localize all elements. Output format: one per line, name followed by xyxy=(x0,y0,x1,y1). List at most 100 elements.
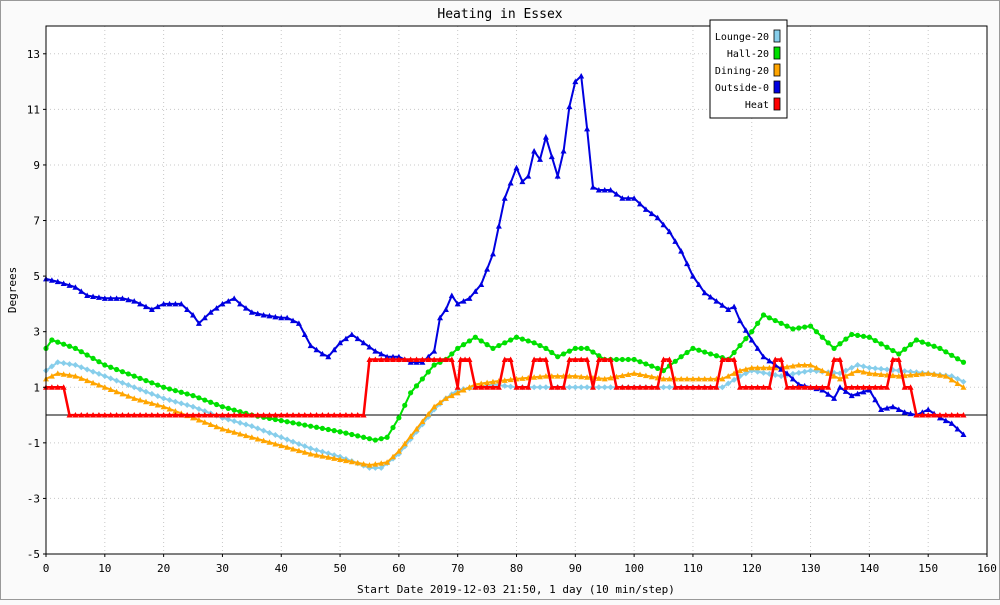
data-point xyxy=(154,402,161,408)
data-point xyxy=(743,336,749,342)
data-point xyxy=(907,410,914,417)
data-point xyxy=(337,456,344,463)
data-point xyxy=(307,450,314,457)
data-point xyxy=(466,356,473,362)
data-point xyxy=(607,374,614,381)
data-point xyxy=(531,374,538,380)
data-point xyxy=(854,384,861,390)
data-point xyxy=(72,284,79,290)
data-point xyxy=(907,342,914,348)
data-point xyxy=(754,384,761,390)
data-point xyxy=(295,440,302,447)
data-point xyxy=(789,384,796,390)
data-point xyxy=(457,356,464,362)
data-point xyxy=(231,418,238,425)
data-point xyxy=(360,460,367,467)
data-point xyxy=(60,280,67,287)
data-point xyxy=(190,393,196,399)
data-point xyxy=(825,384,832,390)
data-point xyxy=(555,354,561,360)
data-point xyxy=(201,408,208,415)
data-point xyxy=(695,375,702,382)
data-point xyxy=(484,384,491,390)
data-point xyxy=(884,384,891,390)
x-tick-label: 140 xyxy=(859,562,879,575)
data-point xyxy=(125,412,132,418)
data-point xyxy=(742,366,749,372)
data-point xyxy=(48,384,55,390)
data-point xyxy=(413,383,420,389)
data-point xyxy=(854,390,861,397)
data-point xyxy=(572,373,579,379)
data-point xyxy=(66,412,73,418)
data-point xyxy=(678,354,684,360)
data-point xyxy=(801,368,808,375)
x-tick-label: 40 xyxy=(275,562,288,575)
data-point xyxy=(813,329,820,335)
data-point xyxy=(148,400,155,406)
data-point xyxy=(290,445,297,452)
data-point xyxy=(143,377,149,384)
data-point xyxy=(472,384,479,390)
data-point xyxy=(895,406,902,412)
data-point xyxy=(284,436,291,443)
data-point xyxy=(731,349,737,356)
data-point xyxy=(648,384,655,390)
data-point xyxy=(948,376,955,383)
data-point xyxy=(225,298,232,304)
data-point xyxy=(190,312,197,318)
data-point xyxy=(501,356,508,362)
data-point xyxy=(784,384,791,390)
data-point xyxy=(554,173,561,179)
data-point xyxy=(161,384,167,390)
data-point xyxy=(778,320,784,326)
data-point xyxy=(889,403,896,410)
data-point xyxy=(566,348,573,354)
data-point xyxy=(260,437,267,444)
data-point xyxy=(142,412,149,418)
x-tick-label: 20 xyxy=(157,562,170,575)
data-point xyxy=(260,427,267,434)
data-point xyxy=(407,433,414,439)
data-point xyxy=(401,356,408,362)
data-point xyxy=(942,417,949,424)
data-point xyxy=(666,375,673,382)
data-point xyxy=(366,462,373,468)
data-point xyxy=(960,431,967,438)
data-point xyxy=(513,384,520,390)
data-point xyxy=(290,412,297,418)
data-point xyxy=(684,349,690,356)
data-point xyxy=(795,384,802,390)
data-point xyxy=(290,420,296,426)
data-point xyxy=(325,454,332,460)
data-point xyxy=(884,344,890,350)
data-point xyxy=(637,371,644,377)
data-point xyxy=(907,372,914,378)
data-point xyxy=(584,125,591,132)
data-point xyxy=(237,430,244,437)
data-point xyxy=(702,349,708,355)
data-point xyxy=(384,434,390,440)
data-point xyxy=(231,412,238,418)
data-point xyxy=(531,340,537,346)
data-point xyxy=(319,448,326,455)
data-point xyxy=(172,412,179,418)
data-point xyxy=(484,266,491,272)
data-point xyxy=(78,412,85,418)
data-point xyxy=(419,418,426,425)
data-point xyxy=(578,384,585,391)
data-point xyxy=(755,320,761,326)
data-point xyxy=(719,375,726,382)
x-tick-label: 50 xyxy=(333,562,346,575)
y-tick-label: 3 xyxy=(33,326,40,339)
legend: Lounge-20 Hall-20 Dining-20 Outside-0 Heat xyxy=(709,19,788,119)
data-point xyxy=(419,376,425,382)
data-point xyxy=(566,356,573,362)
data-point xyxy=(348,458,355,465)
data-point xyxy=(760,384,767,390)
data-point xyxy=(184,412,191,418)
data-point xyxy=(801,384,808,390)
data-point xyxy=(942,373,949,379)
data-point xyxy=(537,373,544,380)
data-point xyxy=(378,464,385,471)
